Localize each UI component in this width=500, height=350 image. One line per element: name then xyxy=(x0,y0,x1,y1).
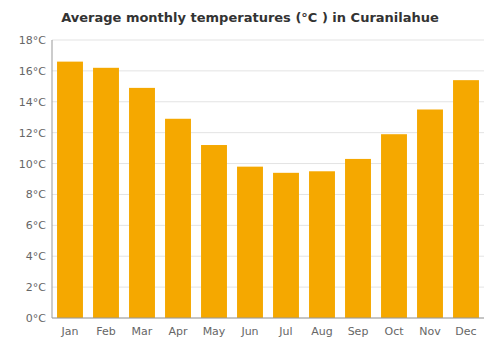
bar xyxy=(237,167,263,318)
y-tick-label: 2°C xyxy=(26,281,46,294)
bar xyxy=(345,159,371,318)
bar xyxy=(381,134,407,318)
bar xyxy=(273,173,299,318)
y-axis-line xyxy=(52,40,53,318)
bar xyxy=(453,80,479,318)
x-tick-label: Jan xyxy=(61,325,79,338)
x-tick-label: Apr xyxy=(168,325,188,338)
title: Average monthly temperatures (°C ) in Cu… xyxy=(61,10,439,25)
bar xyxy=(417,110,443,319)
x-tick-label: May xyxy=(203,325,226,338)
bar xyxy=(165,119,191,318)
y-tick-label: 8°C xyxy=(26,188,46,201)
y-tick-label: 12°C xyxy=(19,127,46,140)
grid-line xyxy=(52,40,484,41)
x-tick-label: Aug xyxy=(311,325,332,338)
x-tick-label: Mar xyxy=(132,325,153,338)
chart: Average monthly temperatures (°C ) in Cu… xyxy=(0,0,500,350)
bar xyxy=(129,88,155,318)
bar xyxy=(57,62,83,318)
y-tick-label: 10°C xyxy=(19,158,46,171)
y-tick-label: 18°C xyxy=(19,34,46,47)
x-tick-label: Feb xyxy=(96,325,115,338)
y-tick-label: 0°C xyxy=(26,312,46,325)
x-tick-label: Jul xyxy=(278,325,292,338)
x-tick-label: Dec xyxy=(455,325,476,338)
grid xyxy=(52,40,484,318)
y-tick-label: 16°C xyxy=(19,65,46,78)
x-axis-line xyxy=(52,318,484,319)
x-tick-label: Oct xyxy=(384,325,404,338)
x-tick-label: Nov xyxy=(419,325,441,338)
grid-line xyxy=(52,318,484,319)
bar xyxy=(201,145,227,318)
y-tick-label: 4°C xyxy=(26,250,46,263)
bar xyxy=(309,171,335,318)
y-tick-label: 6°C xyxy=(26,219,46,232)
x-tick-label: Sep xyxy=(348,325,369,338)
x-tick-label: Jun xyxy=(240,325,258,338)
chart-container: Average monthly temperatures (°C ) in Cu… xyxy=(0,0,500,350)
bars xyxy=(57,62,479,318)
bar xyxy=(93,68,119,318)
y-tick-label: 14°C xyxy=(19,96,46,109)
